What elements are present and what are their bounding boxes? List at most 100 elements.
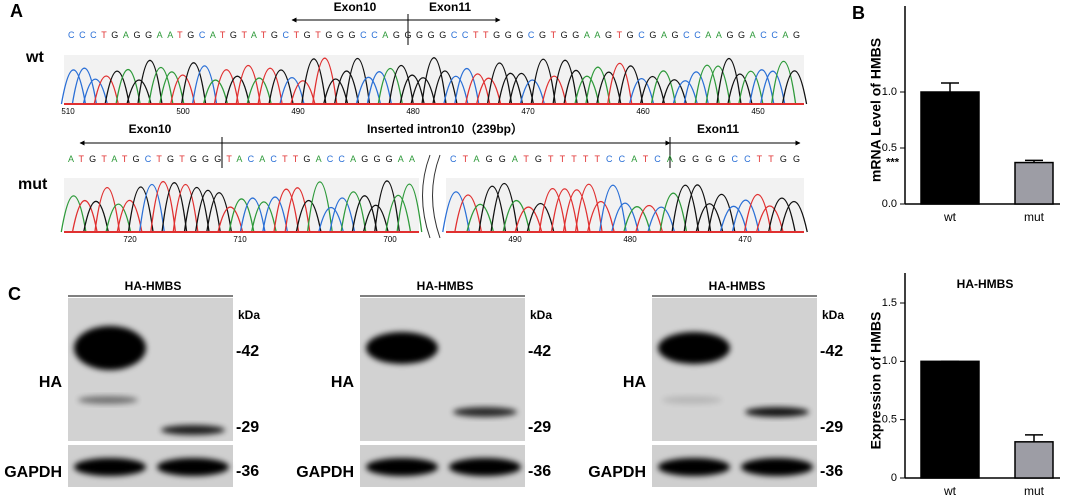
panel-label: B bbox=[852, 3, 865, 23]
band bbox=[658, 458, 730, 476]
peak bbox=[170, 74, 196, 105]
band bbox=[366, 458, 438, 476]
peak bbox=[301, 58, 327, 105]
error-bar bbox=[941, 82, 959, 92]
peak bbox=[552, 59, 578, 105]
peak bbox=[490, 182, 519, 233]
peak bbox=[180, 62, 207, 105]
peak bbox=[366, 71, 393, 105]
peak bbox=[743, 194, 772, 233]
peak bbox=[628, 78, 655, 105]
position-label: 480 bbox=[623, 235, 637, 244]
blot bbox=[360, 298, 525, 441]
error-bar bbox=[1025, 159, 1043, 163]
peak bbox=[82, 78, 108, 105]
row-label: GAPDH bbox=[588, 464, 646, 481]
panel-label: A bbox=[10, 1, 23, 21]
blot-title: HA-HMBS bbox=[709, 279, 766, 293]
marker-label: -42 bbox=[528, 343, 551, 360]
peak bbox=[659, 192, 688, 233]
peak bbox=[727, 73, 753, 105]
band bbox=[658, 332, 730, 364]
band bbox=[161, 425, 225, 435]
peak bbox=[150, 180, 177, 233]
peak bbox=[93, 75, 119, 105]
peak bbox=[749, 69, 775, 105]
peak bbox=[562, 189, 591, 233]
y-tick-label: 0 bbox=[891, 472, 897, 484]
exon-label: Exon10 bbox=[129, 122, 172, 136]
peak bbox=[639, 75, 666, 105]
peak bbox=[672, 80, 698, 105]
peak bbox=[115, 69, 141, 105]
peak bbox=[83, 200, 109, 233]
peak bbox=[194, 190, 221, 233]
peak bbox=[284, 187, 311, 233]
position-label: 460 bbox=[636, 107, 650, 116]
peak bbox=[257, 67, 283, 105]
position-label: 480 bbox=[406, 107, 420, 116]
sample-label: mut bbox=[18, 176, 48, 193]
peak bbox=[388, 65, 414, 105]
peak bbox=[235, 65, 261, 105]
row-label: GAPDH bbox=[296, 464, 354, 481]
peak bbox=[224, 75, 250, 105]
marker-label: -36 bbox=[820, 463, 843, 480]
y-tick-label: 1.0 bbox=[882, 355, 897, 367]
peak bbox=[466, 203, 495, 233]
peak bbox=[563, 69, 589, 105]
peak bbox=[217, 206, 244, 233]
peak bbox=[694, 64, 720, 105]
peak bbox=[191, 65, 218, 105]
peak bbox=[60, 195, 87, 233]
panel-label: C bbox=[8, 284, 21, 304]
peak bbox=[333, 70, 360, 105]
peak bbox=[202, 79, 229, 105]
peak bbox=[421, 57, 447, 105]
peak bbox=[250, 201, 277, 233]
peak bbox=[695, 203, 724, 233]
position-label: 710 bbox=[233, 235, 247, 244]
position-label: 470 bbox=[521, 107, 535, 116]
peak bbox=[273, 188, 300, 233]
peak bbox=[574, 75, 600, 105]
peak bbox=[530, 58, 556, 105]
row-label: GAPDH bbox=[4, 464, 62, 481]
band bbox=[78, 396, 138, 404]
sample-label: wt bbox=[25, 49, 44, 66]
peak bbox=[161, 182, 188, 233]
blot bbox=[68, 298, 233, 441]
peak bbox=[138, 183, 165, 233]
row-label: HA bbox=[39, 374, 63, 391]
marker-label: -36 bbox=[236, 463, 259, 480]
exon-label: Exon11 bbox=[429, 0, 471, 14]
peak bbox=[432, 70, 458, 105]
x-tick-label: wt bbox=[943, 210, 957, 224]
peak bbox=[104, 70, 130, 105]
peak bbox=[508, 72, 535, 105]
peak bbox=[574, 183, 603, 233]
band bbox=[157, 458, 229, 476]
unit-label: kDa bbox=[238, 308, 260, 322]
peak bbox=[519, 79, 545, 105]
peak bbox=[526, 202, 555, 233]
row-label: HA bbox=[331, 374, 355, 391]
position-label: 450 bbox=[751, 107, 765, 116]
x-tick-label: mut bbox=[1024, 484, 1045, 498]
position-label: 700 bbox=[383, 235, 397, 244]
peak bbox=[442, 191, 470, 233]
peak bbox=[60, 69, 87, 105]
exon-label: Exon10 bbox=[334, 0, 377, 14]
exon-label: Exon11 bbox=[697, 122, 739, 136]
peak bbox=[760, 70, 786, 105]
peak bbox=[268, 69, 294, 105]
peak bbox=[239, 197, 266, 233]
peak bbox=[541, 75, 567, 105]
y-tick-label: 0.5 bbox=[882, 414, 897, 426]
blot-title: HA-HMBS bbox=[417, 279, 474, 293]
blot-title: HA-HMBS bbox=[125, 279, 182, 293]
peak bbox=[514, 206, 543, 233]
